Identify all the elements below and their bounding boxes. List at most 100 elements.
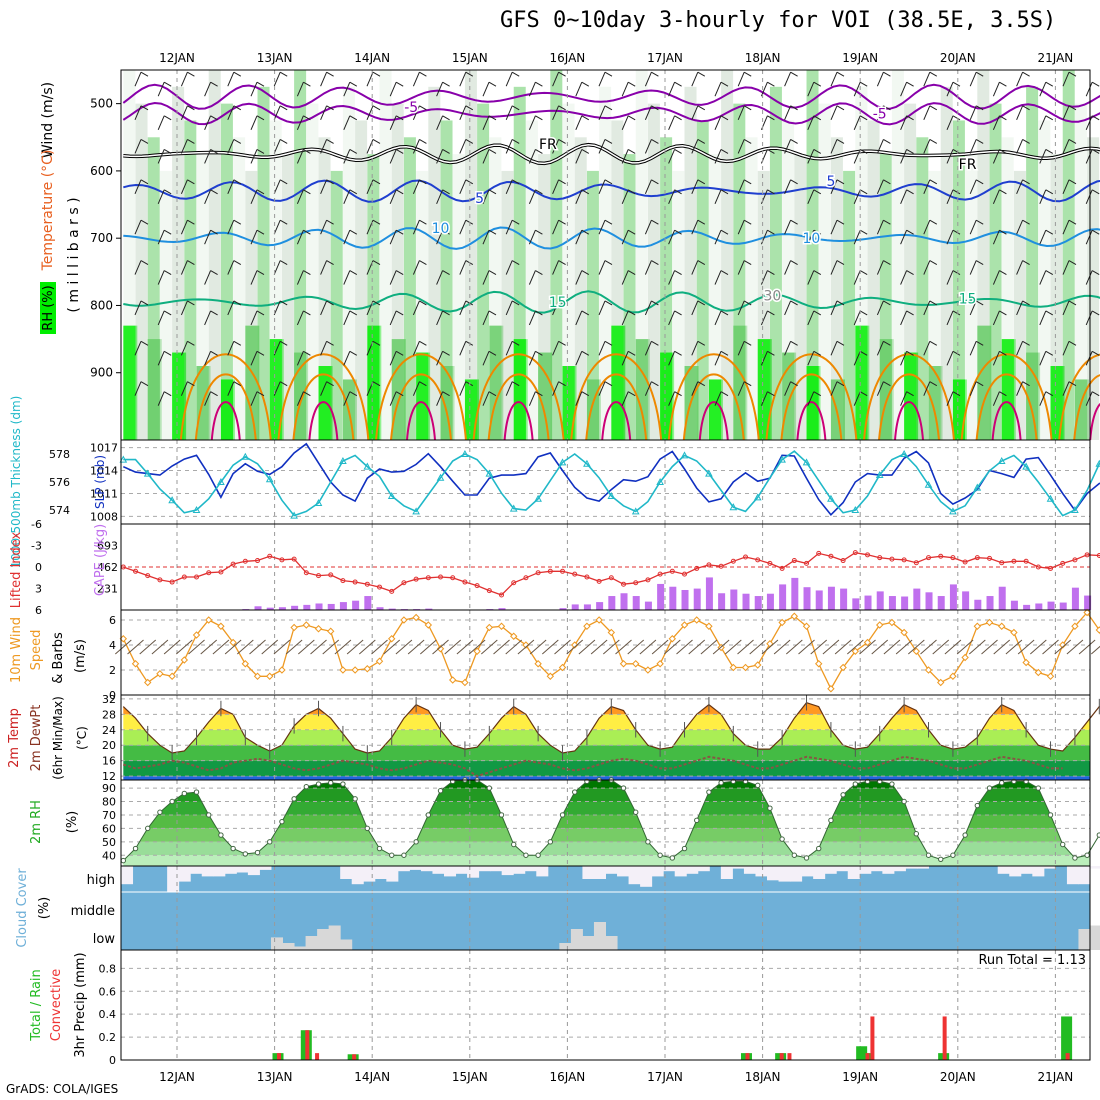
- wind-point: [424, 621, 433, 629]
- cape-tick: 231: [97, 583, 118, 596]
- wind-barbs-axis-label: & Barbs: [51, 632, 66, 684]
- cape-bar: [1035, 603, 1043, 610]
- precip-conv-bar: [277, 1053, 282, 1060]
- lifted-tick: -3: [31, 540, 42, 553]
- bottom-date-label: 17JAN: [647, 1070, 683, 1084]
- lifted-point: [511, 580, 517, 586]
- contour-label: FR: [539, 137, 557, 153]
- lifted-point: [1023, 558, 1029, 564]
- low-cloud-bar: [1090, 925, 1100, 950]
- isotherm-5: [123, 179, 1100, 203]
- cape-bar: [498, 608, 506, 610]
- low-cloud-bar: [305, 936, 318, 950]
- rh-point: [181, 790, 188, 797]
- rh-point: [498, 812, 505, 818]
- thickness-point: [363, 462, 372, 470]
- low-cloud-bar: [582, 936, 595, 950]
- cape-bar: [315, 603, 323, 610]
- cape-bar: [779, 584, 787, 610]
- thickness-point: [851, 505, 860, 513]
- rh-point: [950, 852, 956, 858]
- cape-bar: [742, 593, 750, 610]
- high-cloud-bar: [1032, 866, 1045, 877]
- thickness-point: [436, 473, 445, 481]
- precip-conv-bar: [745, 1053, 750, 1060]
- lifted-point: [804, 560, 810, 566]
- slp-series: [122, 442, 1100, 516]
- cape-bar: [583, 604, 591, 610]
- cape-bar: [827, 586, 835, 610]
- lifted-point: [694, 565, 700, 571]
- pressure-axis-label: ( m i l l i b a r s ): [66, 197, 82, 312]
- wind-point: [571, 641, 579, 649]
- lifted-point: [596, 578, 602, 584]
- lifted-point: [584, 574, 590, 580]
- rh-point: [303, 784, 310, 790]
- wind-point: [1083, 608, 1091, 617]
- lifted-point: [328, 572, 334, 578]
- lifted-point: [169, 579, 175, 585]
- lifted-point: [572, 571, 578, 577]
- rh-tick: 60: [102, 822, 116, 835]
- wind-point: [766, 640, 774, 648]
- thickness-point: [168, 496, 176, 504]
- cape-bar: [962, 591, 970, 610]
- thickness-point: [143, 469, 152, 477]
- rh-point: [706, 789, 712, 795]
- lifted-point: [425, 575, 431, 581]
- lifted-point: [352, 579, 358, 585]
- rh-point: [938, 856, 944, 862]
- temp-tick: 24: [102, 724, 116, 737]
- wind-barbs: [134, 71, 1100, 406]
- thickness-point: [314, 498, 323, 506]
- wind-point: [461, 678, 469, 687]
- low-cloud-bar: [282, 943, 295, 950]
- wind-axis-label: Wind (m/s): [40, 82, 56, 158]
- isotherm-20: [277, 353, 370, 441]
- high-cloud-bar: [178, 866, 191, 882]
- wind-point: [290, 623, 298, 632]
- thickness-point: [509, 504, 518, 512]
- wind-point: [144, 678, 152, 687]
- cape-bar: [644, 601, 652, 610]
- top-date-label: 16JAN: [550, 51, 586, 65]
- wind-tick: 6: [109, 614, 116, 627]
- wind-point: [1034, 668, 1043, 677]
- lifted-point: [938, 553, 944, 559]
- precip-conv-bar: [787, 1053, 792, 1060]
- isotherm-25: [487, 373, 550, 441]
- wind-point: [253, 672, 262, 680]
- high-cloud-bar: [801, 866, 814, 877]
- lifted-point: [133, 568, 139, 574]
- thickness-point: [461, 449, 469, 457]
- precip-conv-bar: [305, 1030, 310, 1060]
- wind-units-label: (m/s): [73, 639, 88, 673]
- thickness-point: [973, 483, 982, 491]
- thickness-point: [119, 455, 128, 463]
- wind-point: [644, 666, 652, 674]
- cape-bar: [608, 596, 616, 610]
- wind-point: [546, 672, 555, 680]
- lifted-point: [218, 569, 224, 575]
- precip-tick: 0.2: [99, 1031, 117, 1044]
- slp-axis-label: SLP (mb): [93, 455, 107, 509]
- wind-point: [912, 647, 921, 655]
- wind-point: [619, 660, 628, 668]
- thickness-point: [339, 456, 347, 464]
- low-cloud-bar: [570, 929, 583, 950]
- thickness-point: [753, 493, 762, 501]
- slp-tick: 1008: [90, 510, 118, 523]
- cloud-axis-label: Cloud Cover: [15, 868, 30, 948]
- wind-point: [778, 618, 786, 627]
- rh-point: [779, 836, 785, 842]
- wind-point: [815, 660, 823, 668]
- top-date-label: 18JAN: [745, 51, 781, 65]
- thickness-point: [680, 451, 689, 459]
- temp2m-axis-label: 2m Temp: [7, 708, 22, 768]
- temp-tick: 28: [102, 708, 116, 721]
- low-cloud-bar: [559, 943, 572, 950]
- top-date-label: 19JAN: [842, 51, 878, 65]
- low-cloud-bar: [340, 939, 353, 950]
- rh-point: [291, 796, 297, 802]
- thickness-point: [387, 491, 396, 499]
